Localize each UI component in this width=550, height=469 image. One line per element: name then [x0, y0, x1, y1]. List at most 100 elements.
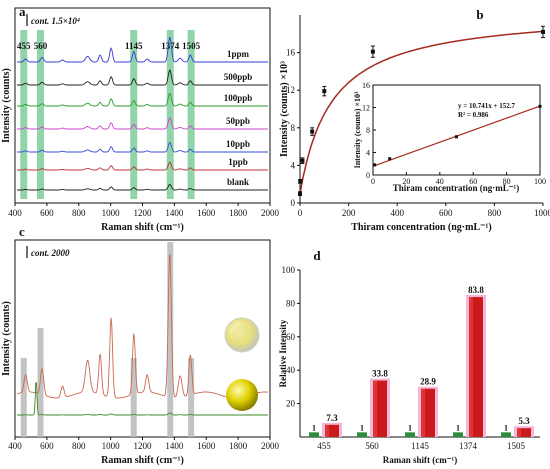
panel-c-band-1374: [167, 242, 174, 437]
panel-b-inset-x-tick-label: 100: [534, 177, 546, 186]
panel-b-y-tick-label: 4: [291, 160, 296, 170]
panel-b-data-point: [370, 49, 375, 54]
panel-b-y-tick-label: 12: [286, 85, 295, 95]
panel-d-bar-red-highlight: [517, 428, 521, 437]
panel-a-x-tick-label: 400: [8, 208, 22, 218]
panel-d-bar-label-red: 33.8: [372, 369, 388, 379]
panel-d-bar-label-red: 7.3: [326, 413, 338, 423]
panel-b-y-tick-label: 16: [286, 48, 296, 58]
panel-a-series-line-50ppb: [17, 117, 268, 130]
panel-d-bar-red-highlight: [373, 380, 377, 437]
panel-a-band-label: 1505: [182, 41, 201, 51]
panel-a-band-1374: [166, 30, 174, 199]
panel-b-x-tick-label: 1000: [534, 208, 550, 218]
panel-a-series-line-blank: [17, 184, 268, 191]
panel-c-x-tick-label: 600: [40, 441, 54, 451]
panel-b-inset-x-tick-label: 20: [402, 177, 410, 186]
panel-b-fit-curve: [299, 30, 544, 194]
panel-d-bar-label-red: 5.3: [518, 416, 530, 426]
gold-particle-icon: [226, 379, 258, 411]
panel-a-x-tick-label: 1000: [102, 208, 121, 218]
panel-d-bar-green-1505: [501, 432, 511, 437]
panel-a-series-label: 50ppb: [226, 116, 250, 126]
panel-d-bar-red-1505: [517, 428, 531, 437]
panel-c-y-axis-title: Intensity (counts): [1, 301, 12, 376]
panel-c-label: c: [19, 224, 25, 239]
panel-c-band-455: [20, 358, 27, 437]
panel-b-inset-data-point: [455, 135, 458, 139]
panel-b-y-tick-label: 0: [291, 198, 296, 208]
panel-d-x-axis-title: Raman shift (cm⁻¹): [383, 455, 457, 465]
panel-a-x-tick-label: 1800: [229, 208, 248, 218]
panel-a-series-label: 1ppm: [227, 49, 250, 59]
panel-a-x-tick-label: 2000: [261, 208, 280, 218]
panel-a-band-label: 455: [17, 41, 31, 51]
panel-d-category-label: 1374: [459, 441, 478, 451]
panel-d-bar-label-green: 1: [408, 423, 412, 432]
panel-a-band-label: 1374: [161, 41, 180, 51]
panel-c-band-1505: [188, 358, 195, 437]
panel-a-x-tick-label: 1400: [165, 208, 184, 218]
panel-c-scale-bar-label: cont. 2000: [31, 248, 70, 258]
panel-b-inset-r-squared: R² = 0.986: [458, 111, 489, 119]
panel-c-series-line-lower: [17, 382, 268, 416]
panel-b-x-tick-label: 800: [488, 208, 502, 218]
panel-a-band-1505: [187, 30, 195, 199]
panel-c-x-tick-label: 1400: [165, 441, 184, 451]
panel-a-scale-bar-label: cont. 1.5×10⁴: [31, 16, 80, 26]
panel-c-x-axis-title: Raman shift (cm⁻¹): [101, 455, 184, 466]
panel-c-band-1145: [130, 358, 137, 437]
panel-d-y-tick-label: 40: [286, 365, 296, 375]
panel-d-y-tick-label: 80: [286, 298, 296, 308]
panel-d-y-tick-label: 100: [282, 265, 296, 275]
panel-d-bar-red-highlight: [421, 388, 425, 437]
panel-b-y-tick-label: 8: [291, 123, 296, 133]
panel-a-band-455: [20, 30, 28, 199]
panel-d-bar-label-red: 28.9: [420, 377, 436, 387]
panel-a-series-line-1ppb: [17, 161, 268, 171]
panel-d-bar-green-455: [309, 432, 319, 437]
panel-b-data-point: [310, 129, 315, 134]
panel-a-band-label: 1145: [125, 41, 143, 51]
panel-a-x-tick-label: 1200: [134, 208, 153, 218]
panel-b-inset-y-tick-label: 16: [362, 81, 370, 90]
panel-a-band-560: [37, 30, 44, 199]
panel-c-x-tick-label: 1800: [229, 441, 248, 451]
panel-a-series-label: 100ppb: [224, 93, 253, 103]
panel-a-series-line-100ppb: [17, 92, 268, 107]
panel-c-x-tick-label: 2000: [261, 441, 280, 451]
panel-b-inset-x-tick-label: 60: [469, 177, 477, 186]
panel-b-inset-data-point: [538, 104, 542, 108]
panel-b-x-tick-label: 200: [342, 208, 356, 218]
panel-a-x-tick-label: 800: [72, 208, 86, 218]
panel-b-data-point: [322, 89, 327, 94]
panel-d-bar-label-green: 1: [456, 423, 460, 432]
panel-a-series-label: 1ppb: [228, 157, 248, 167]
core-shell-particle-core-icon: [232, 325, 252, 345]
panel-b-data-point: [298, 191, 302, 196]
panel-a-x-axis-title: Raman shift (cm⁻¹): [101, 222, 184, 233]
panel-b-label: b: [476, 7, 483, 22]
panel-d-category-label: 560: [365, 441, 379, 451]
panel-c-x-tick-label: 800: [72, 441, 86, 451]
panel-d-bar-red-highlight: [325, 424, 329, 437]
panel-c-x-tick-label: 1600: [197, 441, 216, 451]
panel-c-x-tick-label: 1200: [134, 441, 153, 451]
panel-a-series-line-500ppb: [17, 69, 268, 86]
panel-a-y-axis-title: Intensity (counts): [1, 68, 12, 143]
panel-d-y-tick-label: 20: [286, 399, 296, 409]
panel-d-bar-red-highlight: [469, 297, 473, 437]
panel-b-x-tick-label: 400: [390, 208, 404, 218]
panel-d-bar-label-green: 1: [504, 423, 508, 432]
panel-d-bar-green-560: [357, 432, 367, 437]
panel-b-inset-x-axis-title: Thiram concentration (ng·mL⁻¹): [393, 183, 519, 193]
panel-b-inset-y-tick-label: 12: [362, 104, 370, 113]
panel-b-inset-frame: [372, 84, 541, 176]
panel-b-inset-y-tick-label: 4: [366, 149, 370, 158]
panel-d-category-label: 1505: [507, 441, 526, 451]
panel-d-category-label: 455: [317, 441, 331, 451]
panel-a-band-label: 560: [34, 41, 48, 51]
panel-c-x-tick-label: 1000: [102, 441, 121, 451]
panel-b-inset-y-axis-title: Intensity (counts) ×10³: [353, 91, 362, 168]
